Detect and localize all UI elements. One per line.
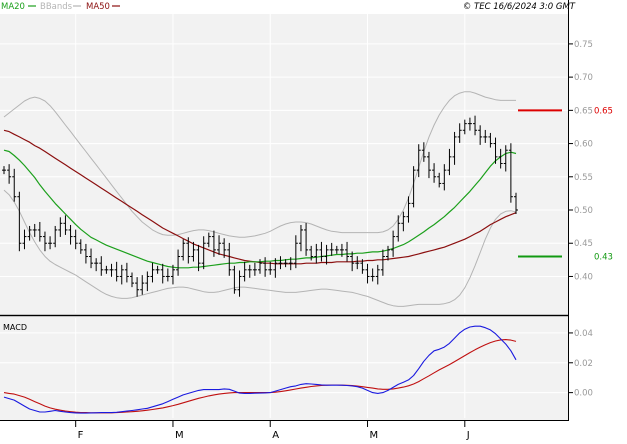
price-y-tick-label: 0.75 xyxy=(574,40,593,50)
x-tick-label: F xyxy=(78,430,84,440)
copyright-text: © TEC 16/6/2024 3:0 GMT xyxy=(463,2,576,12)
x-tick-label: M xyxy=(370,430,379,440)
resistance-level-label: 0.65 xyxy=(594,106,613,116)
macd-y-tick-label: 0.00 xyxy=(574,389,593,399)
bbands-upper-line xyxy=(3,91,516,238)
legend-bbands-label: BBands xyxy=(40,2,73,12)
price-panel xyxy=(0,14,568,314)
x-tick-label: A xyxy=(272,430,279,440)
price-bars xyxy=(2,115,518,297)
x-tick-label: J xyxy=(466,430,470,440)
price-y-tick-label: 0.45 xyxy=(574,239,593,249)
price-levels: 0.65 0.43 xyxy=(518,106,613,263)
price-y-tick-label: 0.60 xyxy=(574,140,593,150)
price-y-tick-label: 0.50 xyxy=(574,206,593,216)
price-y-tick-label: 0.70 xyxy=(574,73,593,83)
macd-title: MACD xyxy=(3,323,27,332)
x-tick-label: M xyxy=(175,430,184,440)
macd-line xyxy=(3,325,517,414)
bbands-lower-line xyxy=(3,189,517,307)
bollinger-bands xyxy=(3,91,517,307)
grid-lines xyxy=(0,14,573,427)
price-y-tick-label: 0.40 xyxy=(574,272,593,282)
legend-ma50-label: MA50 xyxy=(86,2,110,12)
legend-ma20-label: MA20 xyxy=(1,2,25,12)
support-level-label: 0.43 xyxy=(594,253,613,263)
price-y-tick-label: 0.65 xyxy=(574,106,593,116)
price-y-tick-label: 0.55 xyxy=(574,173,593,183)
macd-lines xyxy=(3,325,517,414)
y-tick-labels: 0.75 0.70 0.65 0.60 0.55 0.50 0.45 0.40 0.04 0.02… xyxy=(574,40,593,399)
macd-y-tick-label: 0.04 xyxy=(574,329,593,339)
legend: MA20 BBands MA50 xyxy=(1,2,120,12)
macd-y-tick-label: 0.02 xyxy=(574,359,593,369)
macd-panel xyxy=(0,317,568,420)
